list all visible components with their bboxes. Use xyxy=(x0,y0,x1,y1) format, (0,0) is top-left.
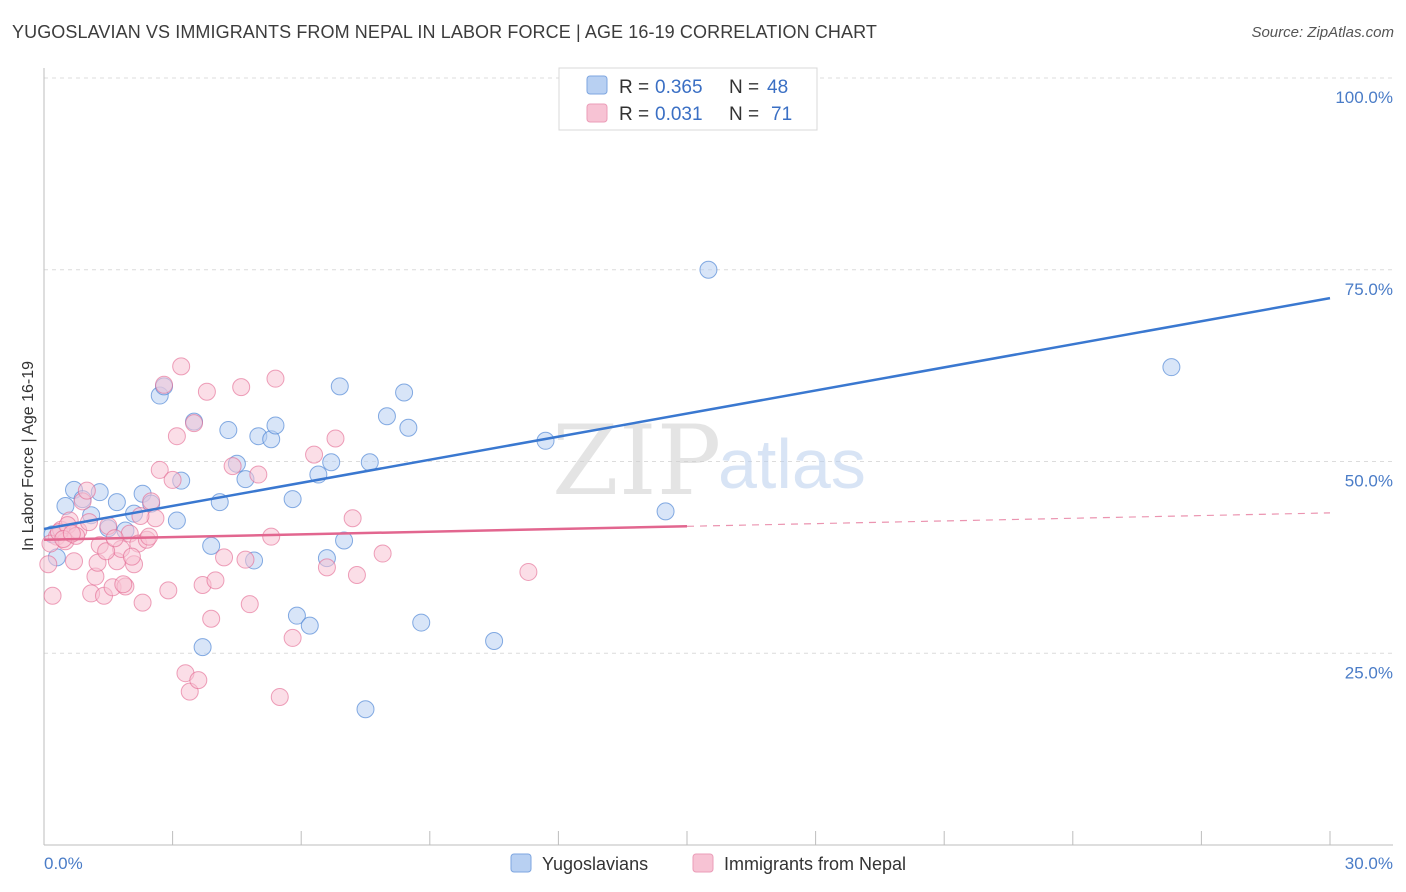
point-nepal-46 xyxy=(262,527,281,546)
point-yugoslavians-33 xyxy=(330,377,349,396)
point-yugoslavians-43 xyxy=(656,502,675,521)
point-yugoslavians-41 xyxy=(485,631,504,650)
point-nepal-29 xyxy=(163,470,182,489)
source-label: Source: ZipAtlas.com xyxy=(1251,24,1394,41)
point-nepal-43 xyxy=(236,550,255,569)
point-yugoslavians-28 xyxy=(287,606,306,625)
point-yugoslavians-26 xyxy=(266,416,285,435)
point-nepal-9 xyxy=(77,481,96,500)
point-nepal-31 xyxy=(172,357,191,376)
trend-lines xyxy=(43,296,1331,541)
point-yugoslavians-46 xyxy=(1162,358,1181,377)
point-yugoslavians-34 xyxy=(335,531,354,550)
y-tick-labels: 25.0% 50.0% 75.0% 100.0% xyxy=(1335,88,1393,682)
bottom-legend-swatch-nepal xyxy=(692,853,714,873)
point-nepal-42 xyxy=(232,378,251,397)
point-yugoslavians-39 xyxy=(399,418,418,437)
point-nepal-53 xyxy=(343,509,362,528)
point-nepal-49 xyxy=(283,628,302,647)
point-yugoslavians-44 xyxy=(699,260,718,279)
watermark-atlas: atlas xyxy=(718,425,866,503)
point-nepal-27 xyxy=(155,375,174,394)
legend-swatch-yugoslavians xyxy=(586,75,608,95)
trend-line-nepal xyxy=(43,525,688,541)
point-nepal-38 xyxy=(202,609,221,628)
legend-n-value-2: 71 xyxy=(771,104,792,125)
stats-legend: R = 0.365 N = 48 R = 0.031 N = 71 xyxy=(558,67,818,131)
legend-n-value-1: 48 xyxy=(767,77,788,98)
point-yugoslavians-17 xyxy=(193,638,212,657)
legend-r-label-2: R = xyxy=(619,104,654,125)
bottom-legend-label-nepal: Immigrants from Nepal xyxy=(724,854,906,874)
point-yugoslavians-37 xyxy=(377,407,396,426)
point-nepal-34 xyxy=(185,414,204,433)
point-yugoslavians-40 xyxy=(412,613,431,632)
point-yugoslavians-14 xyxy=(167,511,186,530)
point-nepal-47 xyxy=(266,369,285,388)
point-yugoslavians-27 xyxy=(283,490,302,509)
legend-r-value-2: 0.031 xyxy=(655,104,703,125)
point-yugoslavians-35 xyxy=(356,700,375,719)
chart-title: YUGOSLAVIAN VS IMMIGRANTS FROM NEPAL IN … xyxy=(12,22,877,42)
point-yugoslavians-29 xyxy=(300,616,319,635)
point-nepal-28 xyxy=(159,581,178,600)
y-axis-title: In Labor Force | Age 16-19 xyxy=(20,361,37,551)
point-nepal-45 xyxy=(249,465,268,484)
y-tick-label-3: 100.0% xyxy=(1335,88,1393,107)
legend-swatch-nepal xyxy=(586,103,608,123)
x-tick-label-max: 30.0% xyxy=(1345,854,1393,873)
point-yugoslavians-32 xyxy=(322,453,341,472)
axes xyxy=(43,68,1393,846)
point-nepal-52 xyxy=(326,429,345,448)
point-nepal-65 xyxy=(114,575,133,594)
point-nepal-51 xyxy=(317,558,336,577)
legend-n-label-2: N = xyxy=(729,104,764,125)
x-tick-label-min: 0.0% xyxy=(44,854,83,873)
point-nepal-26 xyxy=(150,460,169,479)
point-nepal-54 xyxy=(347,566,366,585)
legend-n-label-1: N = xyxy=(729,77,764,98)
bottom-legend-swatch-yugoslavians xyxy=(510,853,532,873)
watermark: ZIP atlas xyxy=(552,405,866,517)
point-nepal-41 xyxy=(223,457,242,476)
point-nepal-44 xyxy=(240,595,259,614)
point-nepal-1 xyxy=(43,586,62,605)
point-yugoslavians-38 xyxy=(395,383,414,402)
point-yugoslavians-7 xyxy=(107,493,126,512)
point-nepal-0 xyxy=(39,555,58,574)
point-nepal-37 xyxy=(197,382,216,401)
point-nepal-6 xyxy=(65,552,84,571)
legend-r-label-1: R = xyxy=(619,77,654,98)
y-tick-label-1: 50.0% xyxy=(1345,472,1393,491)
trend-line-nepal-extension xyxy=(686,512,1331,527)
point-nepal-39 xyxy=(206,571,225,590)
point-nepal-30 xyxy=(167,427,186,446)
point-nepal-55 xyxy=(373,544,392,563)
x-tick-labels: 0.0% 30.0% xyxy=(44,854,1393,873)
point-nepal-35 xyxy=(189,671,208,690)
point-nepal-56 xyxy=(519,562,538,581)
point-nepal-40 xyxy=(215,548,234,567)
point-nepal-25 xyxy=(146,509,165,528)
point-nepal-63 xyxy=(97,542,116,561)
series-legend: Yugoslavians Immigrants from Nepal xyxy=(510,853,906,874)
legend-r-value-1: 0.365 xyxy=(655,77,703,98)
point-nepal-50 xyxy=(305,445,324,464)
bottom-legend-label-yugoslavians: Yugoslavians xyxy=(542,854,648,874)
point-yugoslavians-20 xyxy=(219,421,238,440)
point-nepal-66 xyxy=(122,547,141,566)
point-nepal-48 xyxy=(270,687,289,706)
y-tick-label-0: 25.0% xyxy=(1345,663,1393,682)
trend-line-yugoslavians xyxy=(43,296,1331,531)
point-nepal-22 xyxy=(133,593,152,612)
data-points xyxy=(39,67,1181,719)
point-nepal-24 xyxy=(142,492,161,511)
y-tick-label-2: 75.0% xyxy=(1345,280,1393,299)
